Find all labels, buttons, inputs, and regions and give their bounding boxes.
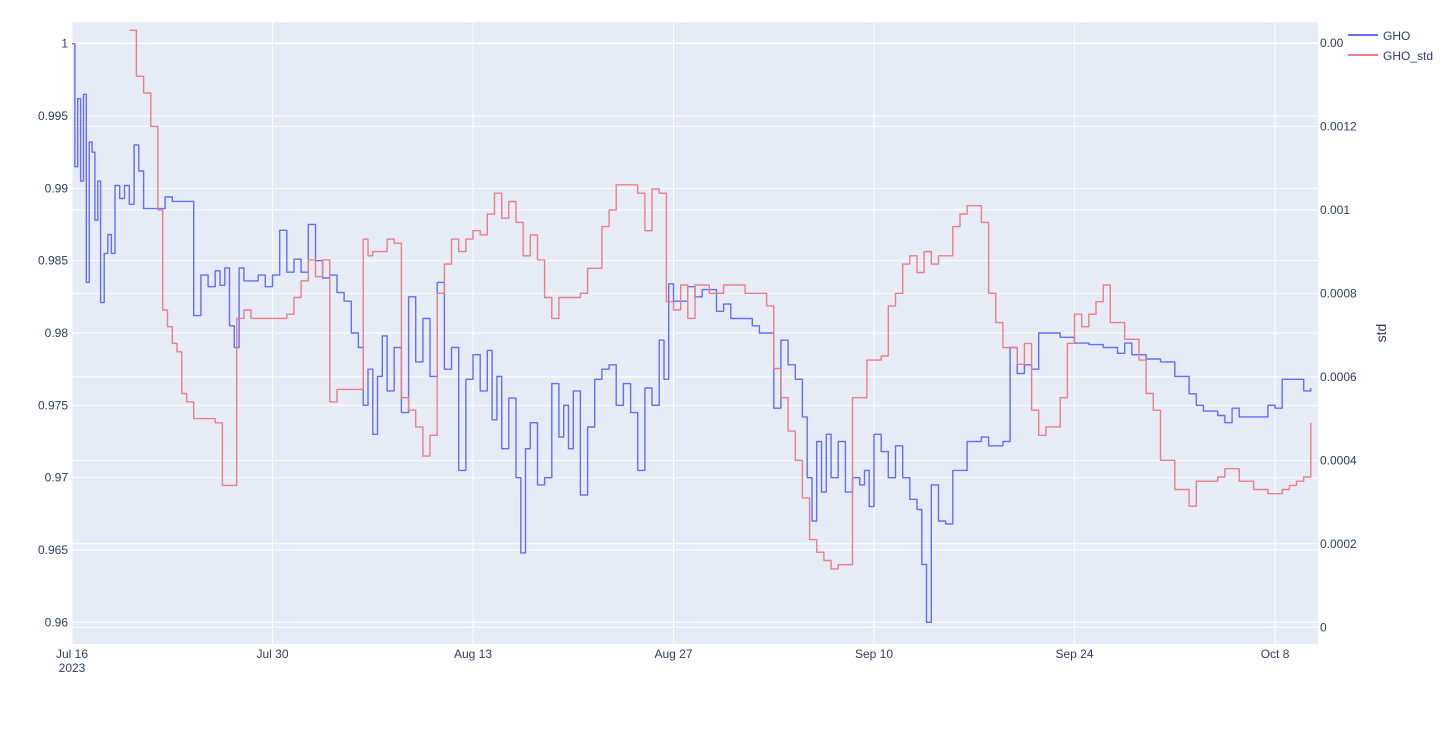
right-tick-label: 0.00 [1320,36,1344,50]
right-y-axis-ticks: 0.00 0.0012 0.001 0.0008 0.0006 0.0004 0.0002 0 [1320,36,1357,634]
left-tick-label: 0.985 [38,254,68,268]
x-tick-label: Sep 24 [1056,647,1094,661]
series-line-gho-std [129,29,1312,570]
series-line-gho [72,43,1312,623]
legend-item-gho-std[interactable]: GHO_std [1348,49,1433,63]
left-tick-label: 0.96 [45,615,69,629]
legend-label-gho-std: GHO_std [1383,49,1433,63]
right-tick-label: 0.0012 [1320,119,1357,133]
x-tick-label: Jul 16 [56,647,88,661]
left-tick-label: 0.975 [38,398,68,412]
right-tick-label: 0.001 [1320,203,1350,217]
left-tick-label: 0.98 [45,326,69,340]
right-tick-label: 0.0008 [1320,286,1357,300]
x-tick-label: Sep 10 [855,647,893,661]
legend-item-gho[interactable]: GHO [1348,29,1410,43]
x-tick-label: Aug 27 [654,647,692,661]
grid-lines [71,22,1318,644]
left-tick-label: 0.995 [38,109,68,123]
left-tick-label: 1 [61,37,68,51]
x-tick-label: Oct 8 [1261,647,1290,661]
x-tick-label: Jul 30 [256,647,288,661]
left-tick-label: 0.965 [38,543,68,557]
legend[interactable]: GHO GHO_std [1348,29,1433,63]
legend-label-gho: GHO [1383,29,1410,43]
right-tick-label: 0.0002 [1320,537,1357,551]
left-y-axis-ticks: 1 0.995 0.99 0.985 0.98 0.975 0.97 0.965 0.96 [38,37,68,630]
right-tick-label: 0.0006 [1320,370,1357,384]
right-tick-label: 0 [1320,620,1327,634]
right-tick-label: 0.0004 [1320,453,1357,467]
left-tick-label: 0.97 [45,471,69,485]
x-tick-label: Aug 13 [454,647,492,661]
left-tick-label: 0.99 [45,181,69,195]
x-tick-sublabel: 2023 [59,661,86,675]
right-y-axis-title: std [1373,324,1389,343]
series-lines [72,29,1312,623]
